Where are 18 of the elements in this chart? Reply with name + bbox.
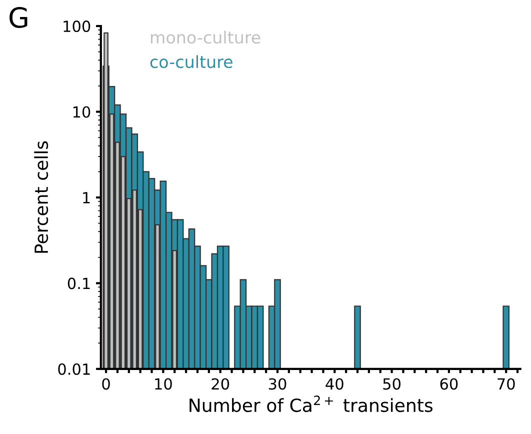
y-tick-label: 100: [64, 20, 90, 32]
y-tick-label: 1: [83, 192, 90, 204]
x-tick-label: 20: [212, 378, 230, 390]
y-tick-label: 0.1: [68, 278, 90, 290]
y-tick-label: 10: [73, 106, 90, 118]
x-tick-label: 40: [326, 378, 344, 390]
text: G: [10, 7, 28, 28]
text: mono-culture: [150, 30, 260, 44]
y-tick-label: 0.01: [58, 363, 90, 375]
x-tick-label: 70: [498, 378, 515, 390]
x-tick-label: 60: [440, 378, 458, 390]
x-tick-label: 30: [268, 378, 286, 390]
x-tick-label: 10: [155, 378, 172, 390]
text: co-culture: [150, 55, 232, 68]
x-axis-title: Number of Ca$^{2+}$ transients: [190, 396, 432, 412]
x-tick-label: 0: [102, 378, 110, 390]
y-axis-title: Percent cells: [34, 141, 48, 253]
x-tick-label: 50: [383, 378, 400, 390]
